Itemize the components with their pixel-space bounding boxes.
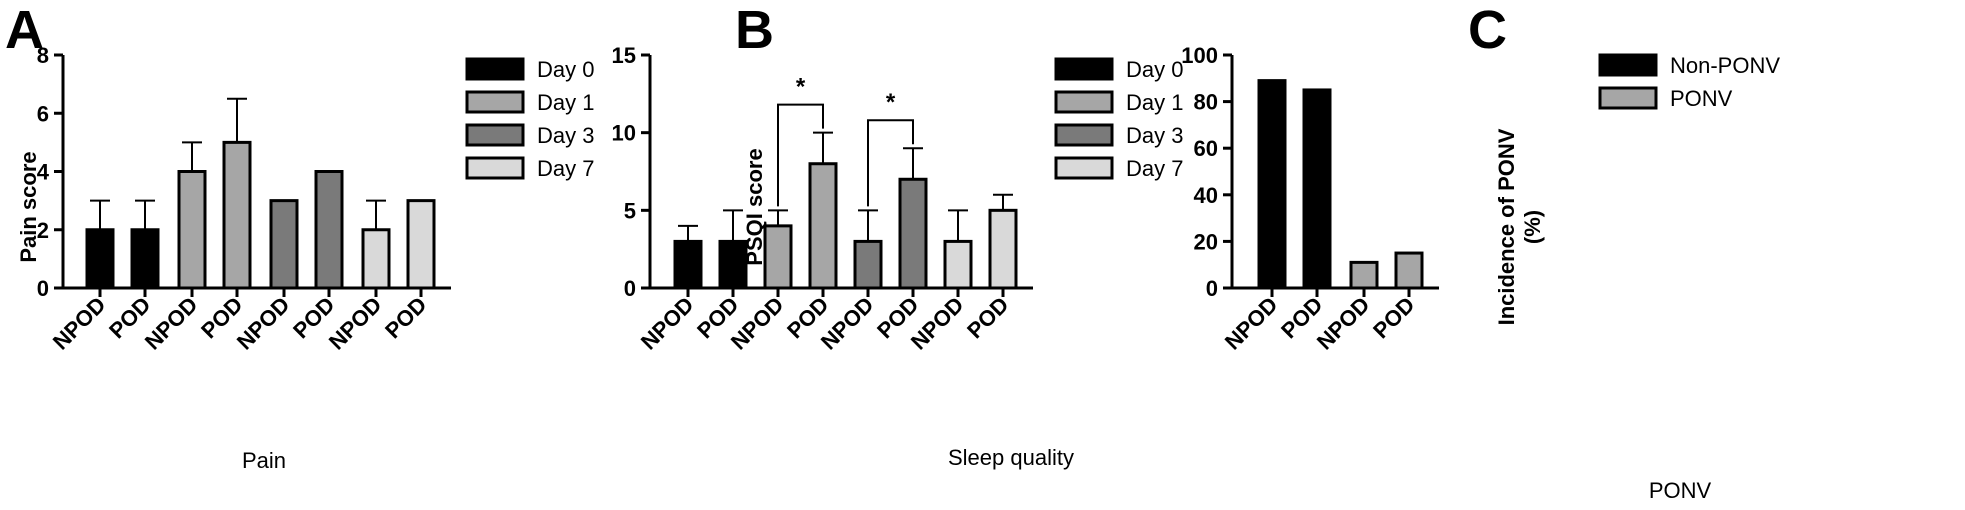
significance-label: * [886, 89, 896, 116]
bar [898, 177, 928, 290]
y-tick-label: 20 [1194, 229, 1218, 254]
legend-label: Non-PONV [1670, 53, 1780, 78]
legend-swatch [465, 123, 525, 147]
legend-swatch [1598, 53, 1658, 77]
y-axis-label-c: Incidence of PONV [1494, 128, 1519, 325]
x-tick-label: NPOD [232, 292, 295, 355]
x-tick-label: NPOD [1312, 292, 1375, 355]
x-tick-label: NPOD [324, 292, 387, 355]
bar [1302, 88, 1332, 290]
x-axis-label-c: PONV [1649, 478, 1712, 503]
legend-swatch [465, 90, 525, 114]
legend-label: Day 7 [1126, 156, 1183, 181]
bar [1394, 251, 1424, 290]
bar [1257, 79, 1287, 290]
bar [406, 199, 436, 290]
significance-bracket [867, 119, 914, 207]
legend-label: Day 0 [537, 57, 594, 82]
y-tick-label: 10 [612, 121, 636, 146]
legend-swatch [1054, 57, 1114, 81]
x-tick-label: NPOD [636, 292, 699, 355]
y-tick-label: 6 [37, 101, 49, 126]
bar [1349, 260, 1379, 290]
panel-letter-c: C [1468, 0, 1507, 60]
x-tick-label: NPOD [816, 292, 879, 355]
panel-letter-a: A [5, 0, 44, 60]
legend-label: Day 1 [1126, 90, 1183, 115]
y-tick-label: 40 [1194, 183, 1218, 208]
x-tick-label: NPOD [140, 292, 203, 355]
x-tick-label: POD [380, 292, 431, 343]
y-tick-label: 8 [37, 43, 49, 68]
y-axis-label-c-unit: (%) [1520, 210, 1545, 244]
bar [361, 228, 391, 290]
bar [718, 239, 748, 290]
panel-b-plot: 051015NPODPODNPODPODNPODPODNPODPOD**Day … [612, 43, 1184, 354]
legend-swatch [1598, 86, 1658, 110]
bar [943, 239, 973, 290]
bar [130, 228, 160, 290]
x-tick-label: POD [1368, 292, 1419, 343]
y-tick-label: 100 [1181, 43, 1218, 68]
legend-swatch [465, 156, 525, 180]
legend-label: Day 3 [537, 123, 594, 148]
bar [853, 239, 883, 290]
y-tick-label: 0 [37, 276, 49, 301]
legend-swatch [465, 57, 525, 81]
x-axis-label-b: Sleep quality [948, 445, 1074, 470]
y-tick-label: 0 [624, 276, 636, 301]
legend-label: Day 3 [1126, 123, 1183, 148]
y-tick-label: 60 [1194, 136, 1218, 161]
x-tick-label: NPOD [906, 292, 969, 355]
significance-label: * [796, 74, 806, 101]
y-tick-label: 2 [37, 218, 49, 243]
x-axis-label-a: Pain [242, 448, 286, 473]
panel-letter-b: B [735, 0, 774, 60]
legend-label: Day 1 [537, 90, 594, 115]
y-tick-label: 15 [612, 43, 636, 68]
y-tick-label: 80 [1194, 90, 1218, 115]
y-axis-label-a: Pain score [16, 151, 41, 262]
bar [177, 170, 207, 290]
y-tick-label: 4 [37, 160, 50, 185]
significance-bracket [777, 103, 824, 207]
legend-label: Day 0 [1126, 57, 1183, 82]
bar [314, 170, 344, 290]
y-tick-label: 0 [1206, 276, 1218, 301]
bar [85, 228, 115, 290]
legend-swatch [1054, 90, 1114, 114]
x-tick-label: NPOD [726, 292, 789, 355]
bar [988, 208, 1018, 290]
legend-swatch [1054, 123, 1114, 147]
x-tick-label: NPOD [1220, 292, 1283, 355]
bar [222, 140, 252, 290]
x-tick-label: POD [962, 292, 1013, 343]
legend-label: PONV [1670, 86, 1733, 111]
y-tick-label: 5 [624, 198, 636, 223]
x-tick-label: NPOD [48, 292, 111, 355]
legend-swatch [1054, 156, 1114, 180]
bar [763, 224, 793, 290]
bar [269, 199, 299, 290]
bar [808, 162, 838, 290]
bar [673, 239, 703, 290]
legend-label: Day 7 [537, 156, 594, 181]
